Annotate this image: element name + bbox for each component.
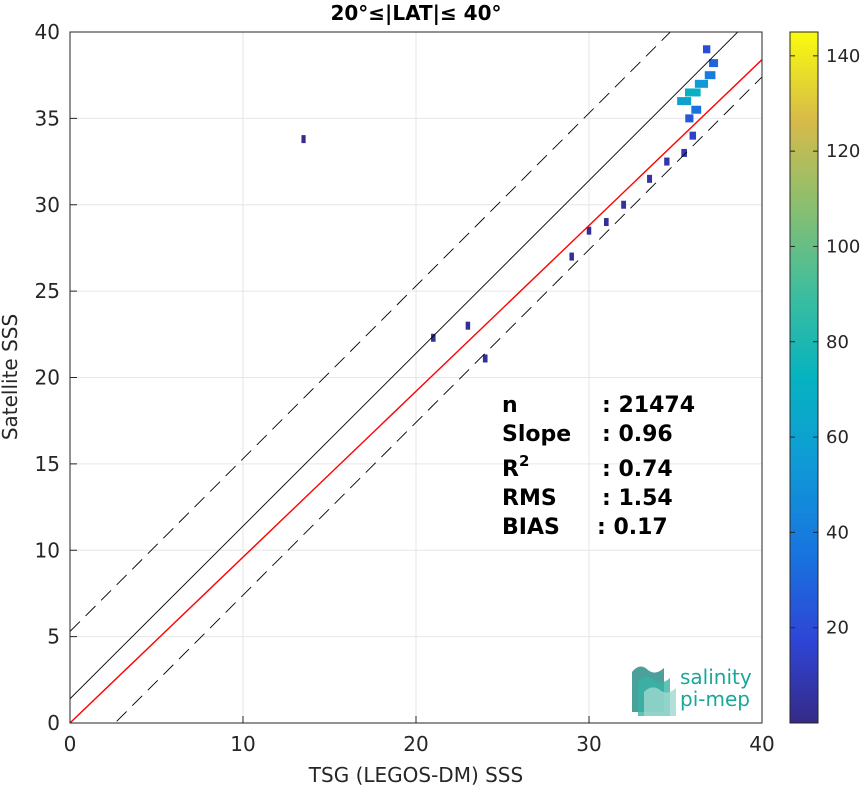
density-point [685, 114, 694, 123]
y-ticks: 0 5 10 15 20 25 30 35 40 [35, 20, 77, 735]
chart-title: 20°≤|LAT|≤ 40° [330, 1, 501, 25]
y-tick-label: 35 [35, 106, 60, 130]
density-point [684, 88, 701, 97]
density-point [647, 174, 653, 183]
logo-line2: pi-mep [680, 687, 750, 711]
x-axis-label: TSG (LEGOS-DM) SSS [308, 763, 523, 787]
y-tick-label: 40 [35, 20, 60, 44]
y-tick-label: 0 [47, 711, 60, 735]
x-tick-label: 40 [749, 732, 774, 756]
stat-n-value: : 21474 [602, 393, 695, 418]
stat-r2-label: R2 [502, 452, 529, 482]
stats-block: n : 21474 Slope : 0.96 R2 : 0.74 RMS : 1… [502, 393, 695, 540]
stat-n-label: n [502, 393, 518, 418]
density-point [586, 226, 592, 235]
x-ticks: 0 10 20 30 40 [64, 716, 775, 756]
stat-bias-label: BIAS [502, 515, 560, 540]
density-point [709, 59, 719, 68]
density-point [694, 79, 709, 88]
density-point [603, 218, 609, 227]
logo-line1: salinity [680, 665, 752, 689]
y-tick-label: 15 [35, 452, 60, 476]
density-point [664, 157, 670, 166]
density-point [431, 333, 436, 342]
x-tick-label: 10 [230, 732, 255, 756]
colorbar-tick-label: 120 [826, 141, 860, 162]
lower-bound-line [114, 76, 762, 723]
y-tick-label: 5 [47, 625, 60, 649]
density-layer [301, 45, 719, 363]
colorbar-ticks: 20 40 60 80 100 120 140 [790, 46, 860, 639]
stat-r2-superscript: 2 [519, 452, 529, 470]
colorbar-tick-label: 60 [826, 427, 849, 448]
colorbar-tick-label: 20 [826, 618, 849, 639]
density-point [689, 131, 697, 140]
colorbar [789, 31, 819, 724]
fit-line [70, 59, 762, 723]
density-point [465, 321, 471, 330]
stat-r2-value: : 0.74 [602, 457, 673, 482]
density-point [482, 354, 488, 363]
stat-rms-value: : 1.54 [602, 486, 673, 511]
logo-waves-icon [632, 666, 676, 716]
x-tick-label: 0 [64, 732, 77, 756]
density-point [301, 135, 306, 144]
density-point [621, 200, 627, 209]
density-point [704, 71, 716, 80]
x-tick-label: 20 [403, 732, 428, 756]
colorbar-tick-label: 140 [826, 46, 860, 67]
colorbar-tick-label: 100 [826, 236, 860, 257]
stat-bias-value: : 0.17 [597, 515, 668, 540]
y-tick-label: 25 [35, 279, 60, 303]
density-point [691, 105, 702, 114]
colorbar-tick-label: 40 [826, 522, 849, 543]
density-point [677, 97, 692, 106]
reference-lines [70, 32, 762, 723]
stat-slope-label: Slope [502, 422, 571, 447]
y-tick-label: 20 [35, 366, 60, 390]
y-tick-label: 30 [35, 193, 60, 217]
stat-slope-value: : 0.96 [602, 422, 673, 447]
density-point [681, 148, 687, 157]
density-point [569, 252, 574, 261]
y-axis-label: Satellite SSS [0, 314, 22, 440]
identity-line [70, 32, 739, 700]
x-tick-label: 30 [576, 732, 601, 756]
density-point [702, 45, 711, 54]
colorbar-tick-label: 80 [826, 332, 849, 353]
y-tick-label: 10 [35, 538, 60, 562]
stat-rms-label: RMS [502, 486, 557, 511]
salinity-pi-mep-logo: salinity pi-mep [632, 665, 752, 716]
upper-bound-line [70, 32, 671, 632]
